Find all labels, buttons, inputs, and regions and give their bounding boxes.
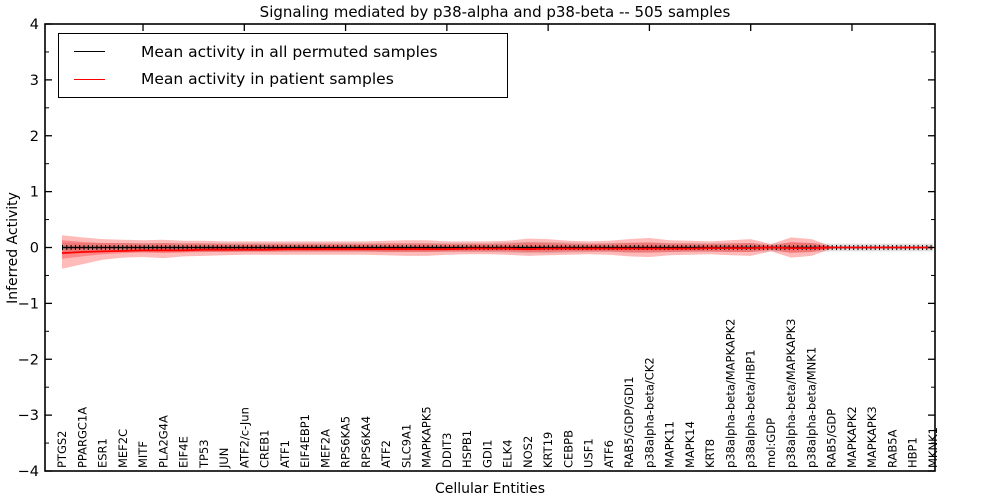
y-tick-label: −4 xyxy=(18,464,39,480)
x-tick-label: RAB5A xyxy=(885,429,899,468)
y-tick-label: 4 xyxy=(30,17,39,33)
x-tick-label: RAB5/GDP xyxy=(825,409,839,468)
x-tick-label: MITF xyxy=(136,441,150,468)
x-tick-label: PPARGC1A xyxy=(75,407,89,468)
x-tick-label: CEBPB xyxy=(561,430,575,468)
x-tick-label: MEF2A xyxy=(318,429,332,468)
y-axis-label: Inferred Activity xyxy=(5,192,21,304)
patient-mean-line xyxy=(61,246,933,254)
x-tick-label: p38alpha-beta/MAPKAPK2 xyxy=(723,319,737,469)
x-tick-label: p38alpha-beta/HBP1 xyxy=(744,349,758,468)
x-tick-label: mol:GDP xyxy=(764,418,778,468)
x-tick-label: NOS2 xyxy=(521,436,535,468)
x-tick-label: RPS6KA4 xyxy=(359,416,373,468)
x-tick-label: ATF2/c-Jun xyxy=(237,407,251,468)
x-tick-label: ESR1 xyxy=(96,438,110,468)
x-tick-label: MKNK1 xyxy=(926,427,940,468)
chart-title: Signaling mediated by p38-alpha and p38-… xyxy=(259,3,731,21)
x-tick-label: USF1 xyxy=(582,438,596,468)
x-tick-label: MAPKAPK2 xyxy=(845,406,859,468)
x-tick-label: MAPKAPK5 xyxy=(420,406,434,468)
x-tick-label: PLA2G4A xyxy=(156,415,170,468)
x-tick-label: HBP1 xyxy=(906,437,920,468)
x-tick-label: MEF2C xyxy=(116,429,130,468)
x-tick-label: TP53 xyxy=(197,439,211,469)
x-tick-label: EIF4E xyxy=(177,436,191,468)
x-tick-label: MAPK11 xyxy=(663,421,677,468)
patient-line-swatch-icon xyxy=(74,78,105,80)
x-tick-label: MAPK14 xyxy=(683,421,697,468)
patient-samples-outer-band xyxy=(62,235,933,269)
x-tick-label: p38alpha-beta/MAPKAPK3 xyxy=(784,319,798,469)
x-axis-label: Cellular Entities xyxy=(434,481,546,497)
y-tick-label: 3 xyxy=(30,73,39,89)
y-tick-label: 0 xyxy=(30,241,39,257)
legend-entry-patient: Mean activity in patient samples xyxy=(59,66,507,92)
x-tick-label: RPS6KA5 xyxy=(339,416,353,468)
y-tick-label: 1 xyxy=(30,185,39,201)
x-tick-label: ATF2 xyxy=(379,440,393,468)
x-tick-label: KRT8 xyxy=(703,439,717,468)
x-tick-label: PTGS2 xyxy=(55,431,69,469)
x-tick-label: GDI1 xyxy=(480,440,494,468)
x-tick-label: ATF1 xyxy=(278,440,292,468)
legend: Mean activity in all permuted samples Me… xyxy=(58,33,508,98)
legend-label: Mean activity in patient samples xyxy=(141,70,394,89)
x-tick-label: DDIT3 xyxy=(440,433,454,468)
x-tick-label: SLC9A1 xyxy=(399,424,413,468)
x-tick-label: RAB5/GDP/GDI1 xyxy=(622,376,636,468)
x-tick-label: KRT19 xyxy=(541,432,555,468)
x-tick-label: HSPB1 xyxy=(460,430,474,468)
x-tick-label: p38alpha-beta/MNK1 xyxy=(804,347,818,468)
x-tick-label: ELK4 xyxy=(501,439,515,468)
legend-label: Mean activity in all permuted samples xyxy=(141,42,438,61)
x-tick-label: CREB1 xyxy=(258,430,272,469)
x-tick-label: EIF4EBP1 xyxy=(298,414,312,468)
x-tick-label: JUN xyxy=(217,448,231,469)
x-tick-label: ATF6 xyxy=(602,440,616,468)
y-tick-label: −1 xyxy=(18,296,39,312)
x-tick-label: MAPKAPK3 xyxy=(865,406,879,468)
y-tick-label: 2 xyxy=(30,129,39,145)
y-tick-label: −3 xyxy=(18,408,39,424)
y-tick-label: −2 xyxy=(18,352,39,368)
x-tick-label: p38alpha-beta/CK2 xyxy=(642,357,656,468)
legend-entry-permuted: Mean activity in all permuted samples xyxy=(59,39,507,65)
permuted-line-swatch-icon xyxy=(74,51,105,53)
